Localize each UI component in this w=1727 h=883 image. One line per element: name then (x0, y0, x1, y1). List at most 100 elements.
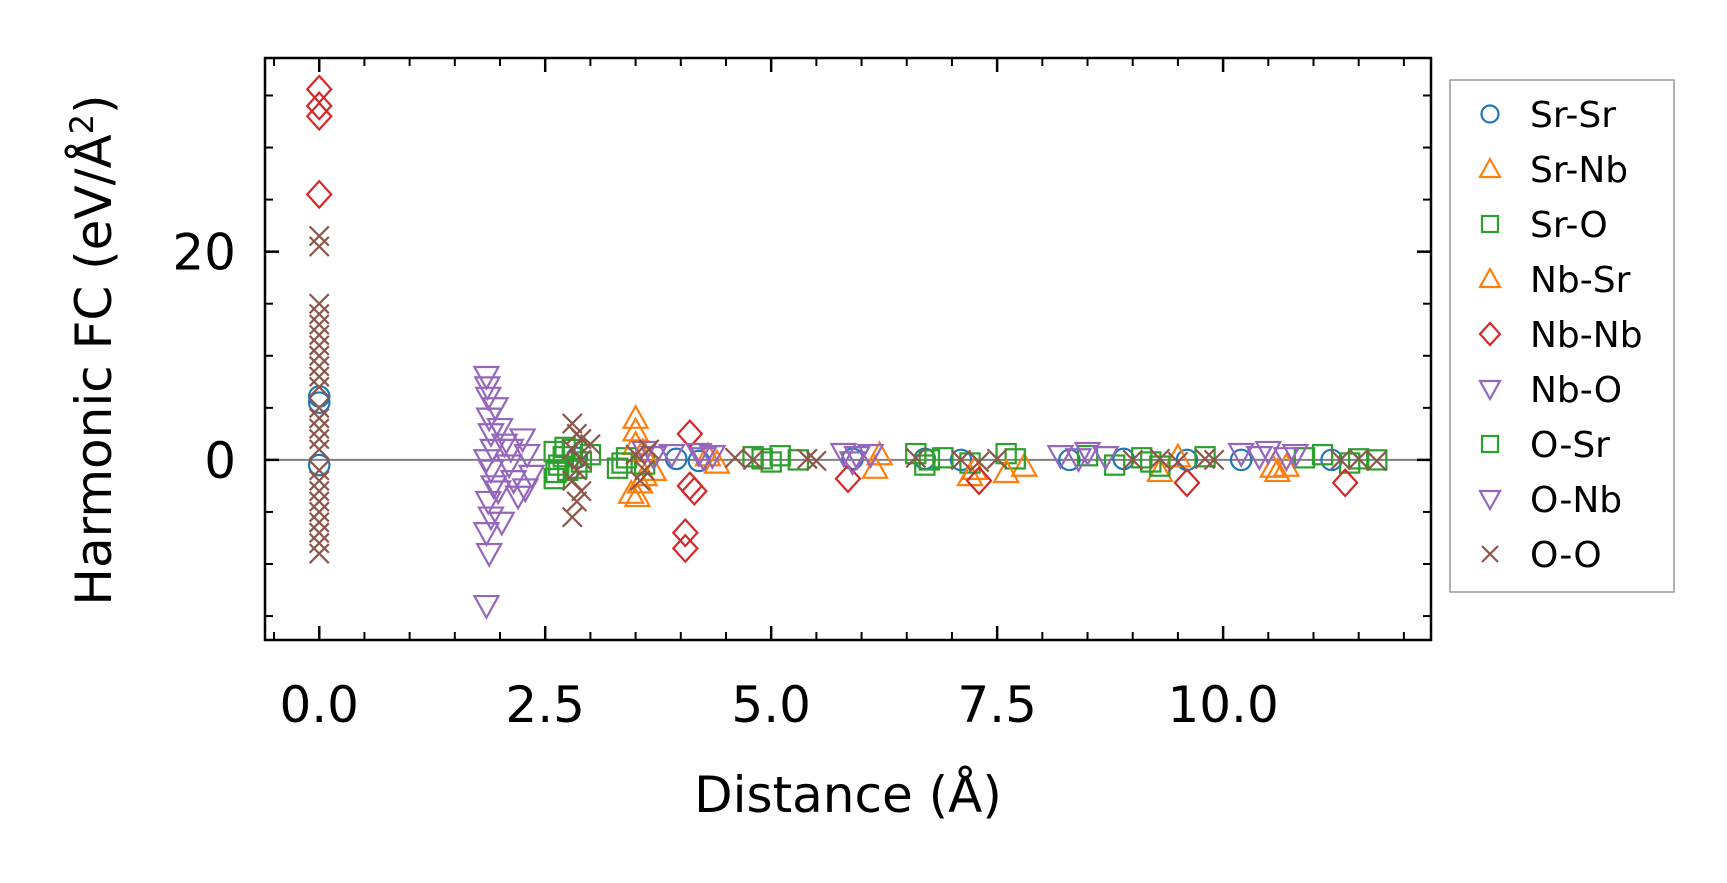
legend-marker (1478, 379, 1502, 402)
data-point (689, 447, 718, 473)
data-point (308, 543, 330, 564)
data-point (1149, 448, 1171, 470)
data-point (545, 461, 567, 484)
data-point (1173, 467, 1201, 498)
data-point (305, 179, 333, 210)
data-point (676, 419, 704, 449)
data-point (965, 465, 993, 496)
data-point (495, 454, 523, 480)
data-point (305, 101, 333, 132)
data-point (308, 303, 330, 325)
series-o-nb (481, 397, 1274, 537)
data-point (496, 438, 525, 464)
data-point (861, 453, 889, 479)
data-point (1010, 451, 1039, 477)
legend: Sr-Sr Sr-Nb Sr-O Nb-Sr Nb-Nb Nb-O O-Sr O-Nb O-O (1449, 79, 1675, 593)
data-point (308, 236, 330, 257)
data-point (1245, 446, 1274, 472)
data-point (1311, 443, 1334, 466)
data-point (308, 397, 330, 419)
data-point (566, 491, 588, 512)
data-point (769, 445, 791, 467)
x-tick-label: 5.0 (731, 676, 811, 734)
y-axis-label-superscript: 2 (63, 114, 101, 134)
legend-label: Sr-Nb (1530, 150, 1628, 191)
data-point (1194, 446, 1216, 468)
x-tick-label: 7.5 (957, 676, 1037, 734)
data-point (843, 446, 871, 472)
legend-label: Sr-O (1530, 205, 1608, 246)
data-point (543, 467, 565, 490)
series-nb-nb (305, 74, 1359, 564)
data-point (805, 450, 827, 472)
data-point (986, 448, 1008, 470)
data-point (472, 594, 501, 620)
data-point (566, 457, 588, 479)
data-point (1348, 448, 1370, 470)
data-point (1229, 448, 1253, 472)
data-point (1258, 452, 1287, 478)
data-point (570, 480, 592, 502)
y-tick-label: 20 (172, 224, 236, 282)
data-point (308, 491, 330, 512)
data-point (486, 417, 514, 443)
legend-item: O-O (1481, 535, 1602, 576)
data-point (623, 482, 652, 508)
x-tick-label: 10.0 (1167, 676, 1278, 734)
data-point (308, 293, 330, 315)
data-point (308, 225, 330, 247)
data-point (308, 470, 330, 492)
data-point (611, 452, 633, 474)
data-point (992, 458, 1021, 484)
data-point (479, 475, 508, 501)
data-point (517, 464, 546, 490)
data-point (621, 403, 650, 429)
data-point (1272, 451, 1301, 477)
data-point (308, 501, 330, 523)
data-point (308, 522, 330, 544)
data-point (1194, 448, 1216, 470)
legend-marker (1478, 266, 1502, 289)
legend-item: Nb-O (1478, 370, 1622, 411)
data-point (490, 433, 519, 459)
data-point (834, 463, 862, 494)
data-point (308, 532, 330, 554)
x-axis-label: Distance (Å) (694, 766, 1002, 824)
data-point (1263, 457, 1292, 483)
data-point (680, 476, 708, 506)
data-point (634, 459, 656, 481)
data-point (796, 448, 818, 470)
data-point (308, 334, 330, 356)
legend-marker (1480, 214, 1500, 234)
tick-labels: 0.0 2.5 5.0 7.5 10.0 0 20 (172, 224, 1278, 734)
data-point (580, 433, 601, 455)
data-point (1167, 451, 1189, 473)
data-point (1330, 449, 1351, 471)
data-point (308, 428, 330, 450)
data-point (968, 451, 990, 473)
data-point (561, 413, 583, 434)
legend-marker (1481, 545, 1499, 563)
legend-label: O-Nb (1530, 480, 1622, 521)
legend-item: Sr-Nb (1478, 150, 1628, 191)
data-point (1145, 457, 1174, 483)
data-point (1004, 448, 1026, 470)
data-point (865, 440, 894, 466)
data-point (905, 447, 927, 469)
data-point (625, 444, 646, 466)
legend-item: Nb-Nb (1478, 315, 1643, 356)
legend-marker (1478, 489, 1502, 512)
data-point (838, 451, 867, 477)
data-point (566, 459, 588, 481)
data-point (639, 446, 668, 472)
data-point (664, 447, 688, 471)
data-point (1103, 454, 1126, 476)
data-point (1091, 446, 1120, 472)
series-o-o (308, 225, 1388, 564)
y-axis-label-suffix: ) (65, 94, 123, 114)
data-point (1046, 445, 1075, 470)
axis-ticks (265, 58, 1431, 640)
legend-label: O-O (1530, 535, 1602, 576)
data-point (511, 478, 540, 504)
